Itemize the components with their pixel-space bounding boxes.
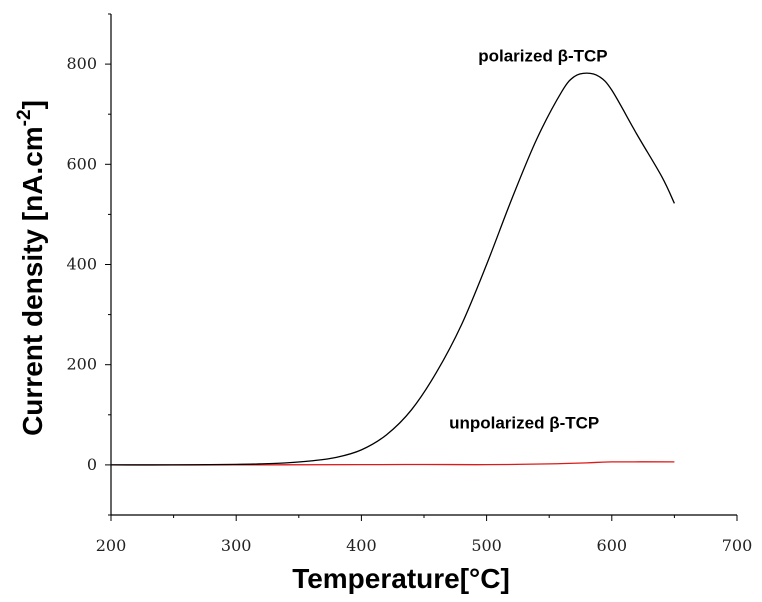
x-tick-label-500: 500 [471,536,502,555]
x-tick-label-400: 400 [346,536,377,555]
x-axis-title: Temperature[°C] [292,563,510,594]
y-tick-label-200: 200 [66,355,97,374]
axes [110,14,737,516]
tick-marks [105,13,738,521]
y-axis-title-close: ] [17,100,48,109]
x-tick-label-700: 700 [722,536,753,555]
y-tick-label-600: 600 [66,154,97,173]
y-tick-label-0: 0 [87,455,97,474]
x-tick-label-300: 300 [221,536,252,555]
tick-labels: 200 300 400 500 600 700 0 200 400 600 800 [66,54,752,555]
annotations: polarized β-TCP unpolarized β-TCP [449,47,608,433]
y-axis-title: Current density [nA.cm-2] [14,100,48,436]
annotation-label-0: polarized β-TCP [478,47,607,66]
y-axis-title-main: Current density [nA.cm [17,126,48,436]
y-tick-label-400: 400 [66,255,97,274]
series-line-polarized-tcp [110,72,675,466]
y-axis-title-superscript: -2 [14,109,35,126]
y-tick-label-800: 800 [66,54,97,73]
series-lines [110,72,675,466]
annotation-label-1: unpolarized β-TCP [449,413,599,432]
x-tick-label-200: 200 [96,536,127,555]
x-tick-label-600: 600 [597,536,628,555]
